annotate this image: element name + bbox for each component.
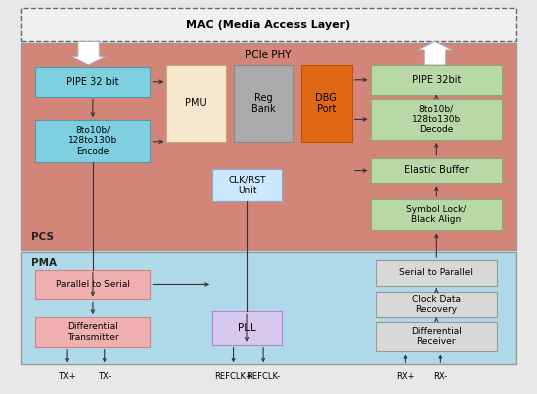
Text: REFCLK-: REFCLK- bbox=[246, 372, 280, 381]
Bar bbox=[376, 260, 497, 286]
Bar bbox=[21, 8, 516, 41]
FancyArrow shape bbox=[71, 41, 106, 65]
Bar bbox=[166, 65, 226, 142]
Bar bbox=[301, 65, 352, 142]
Bar bbox=[35, 317, 150, 347]
Bar bbox=[21, 43, 516, 250]
Text: MAC (Media Access Layer): MAC (Media Access Layer) bbox=[186, 20, 351, 30]
Text: PMA: PMA bbox=[31, 258, 57, 268]
Bar bbox=[371, 98, 502, 140]
Bar bbox=[35, 67, 150, 97]
Text: Clock Data
Recovery: Clock Data Recovery bbox=[412, 295, 461, 314]
FancyArrow shape bbox=[418, 41, 452, 65]
Text: TX-: TX- bbox=[98, 372, 111, 381]
Bar bbox=[371, 65, 502, 95]
Bar bbox=[35, 120, 150, 162]
Bar bbox=[376, 322, 497, 351]
Text: Parallel to Serial: Parallel to Serial bbox=[56, 280, 129, 289]
Text: Serial to Parallel: Serial to Parallel bbox=[400, 268, 473, 277]
Bar bbox=[376, 292, 497, 317]
Text: PMU: PMU bbox=[185, 98, 207, 108]
Text: PIPE 32 bit: PIPE 32 bit bbox=[67, 77, 119, 87]
Text: PLL: PLL bbox=[238, 323, 256, 333]
Text: Elastic Buffer: Elastic Buffer bbox=[404, 165, 469, 175]
Bar bbox=[21, 252, 516, 364]
Text: Differential
Transmitter: Differential Transmitter bbox=[67, 322, 119, 342]
Bar bbox=[371, 158, 502, 183]
Text: RX+: RX+ bbox=[396, 372, 415, 381]
Text: PCS: PCS bbox=[31, 232, 54, 242]
Text: CLK/RST
Unit: CLK/RST Unit bbox=[228, 175, 266, 195]
Text: RX-: RX- bbox=[433, 372, 447, 381]
Text: Reg
Bank: Reg Bank bbox=[251, 93, 275, 114]
Text: REFCLK+: REFCLK+ bbox=[214, 372, 253, 381]
Bar bbox=[212, 169, 282, 201]
Bar bbox=[371, 199, 502, 230]
Text: PIPE 32bit: PIPE 32bit bbox=[412, 75, 461, 85]
Text: TX+: TX+ bbox=[59, 372, 76, 381]
Bar bbox=[212, 311, 282, 345]
Bar bbox=[35, 270, 150, 299]
Text: PCIe PHY: PCIe PHY bbox=[245, 50, 292, 60]
Text: Symbol Lock/
Black Align: Symbol Lock/ Black Align bbox=[406, 205, 467, 225]
Text: Differential
Receiver: Differential Receiver bbox=[411, 327, 462, 346]
Text: 8to10b/
128to130b
Encode: 8to10b/ 128to130b Encode bbox=[68, 126, 117, 156]
Text: 8to10b/
128to130b
Decode: 8to10b/ 128to130b Decode bbox=[412, 104, 461, 134]
Text: DBG
Port: DBG Port bbox=[315, 93, 337, 114]
Bar bbox=[234, 65, 293, 142]
